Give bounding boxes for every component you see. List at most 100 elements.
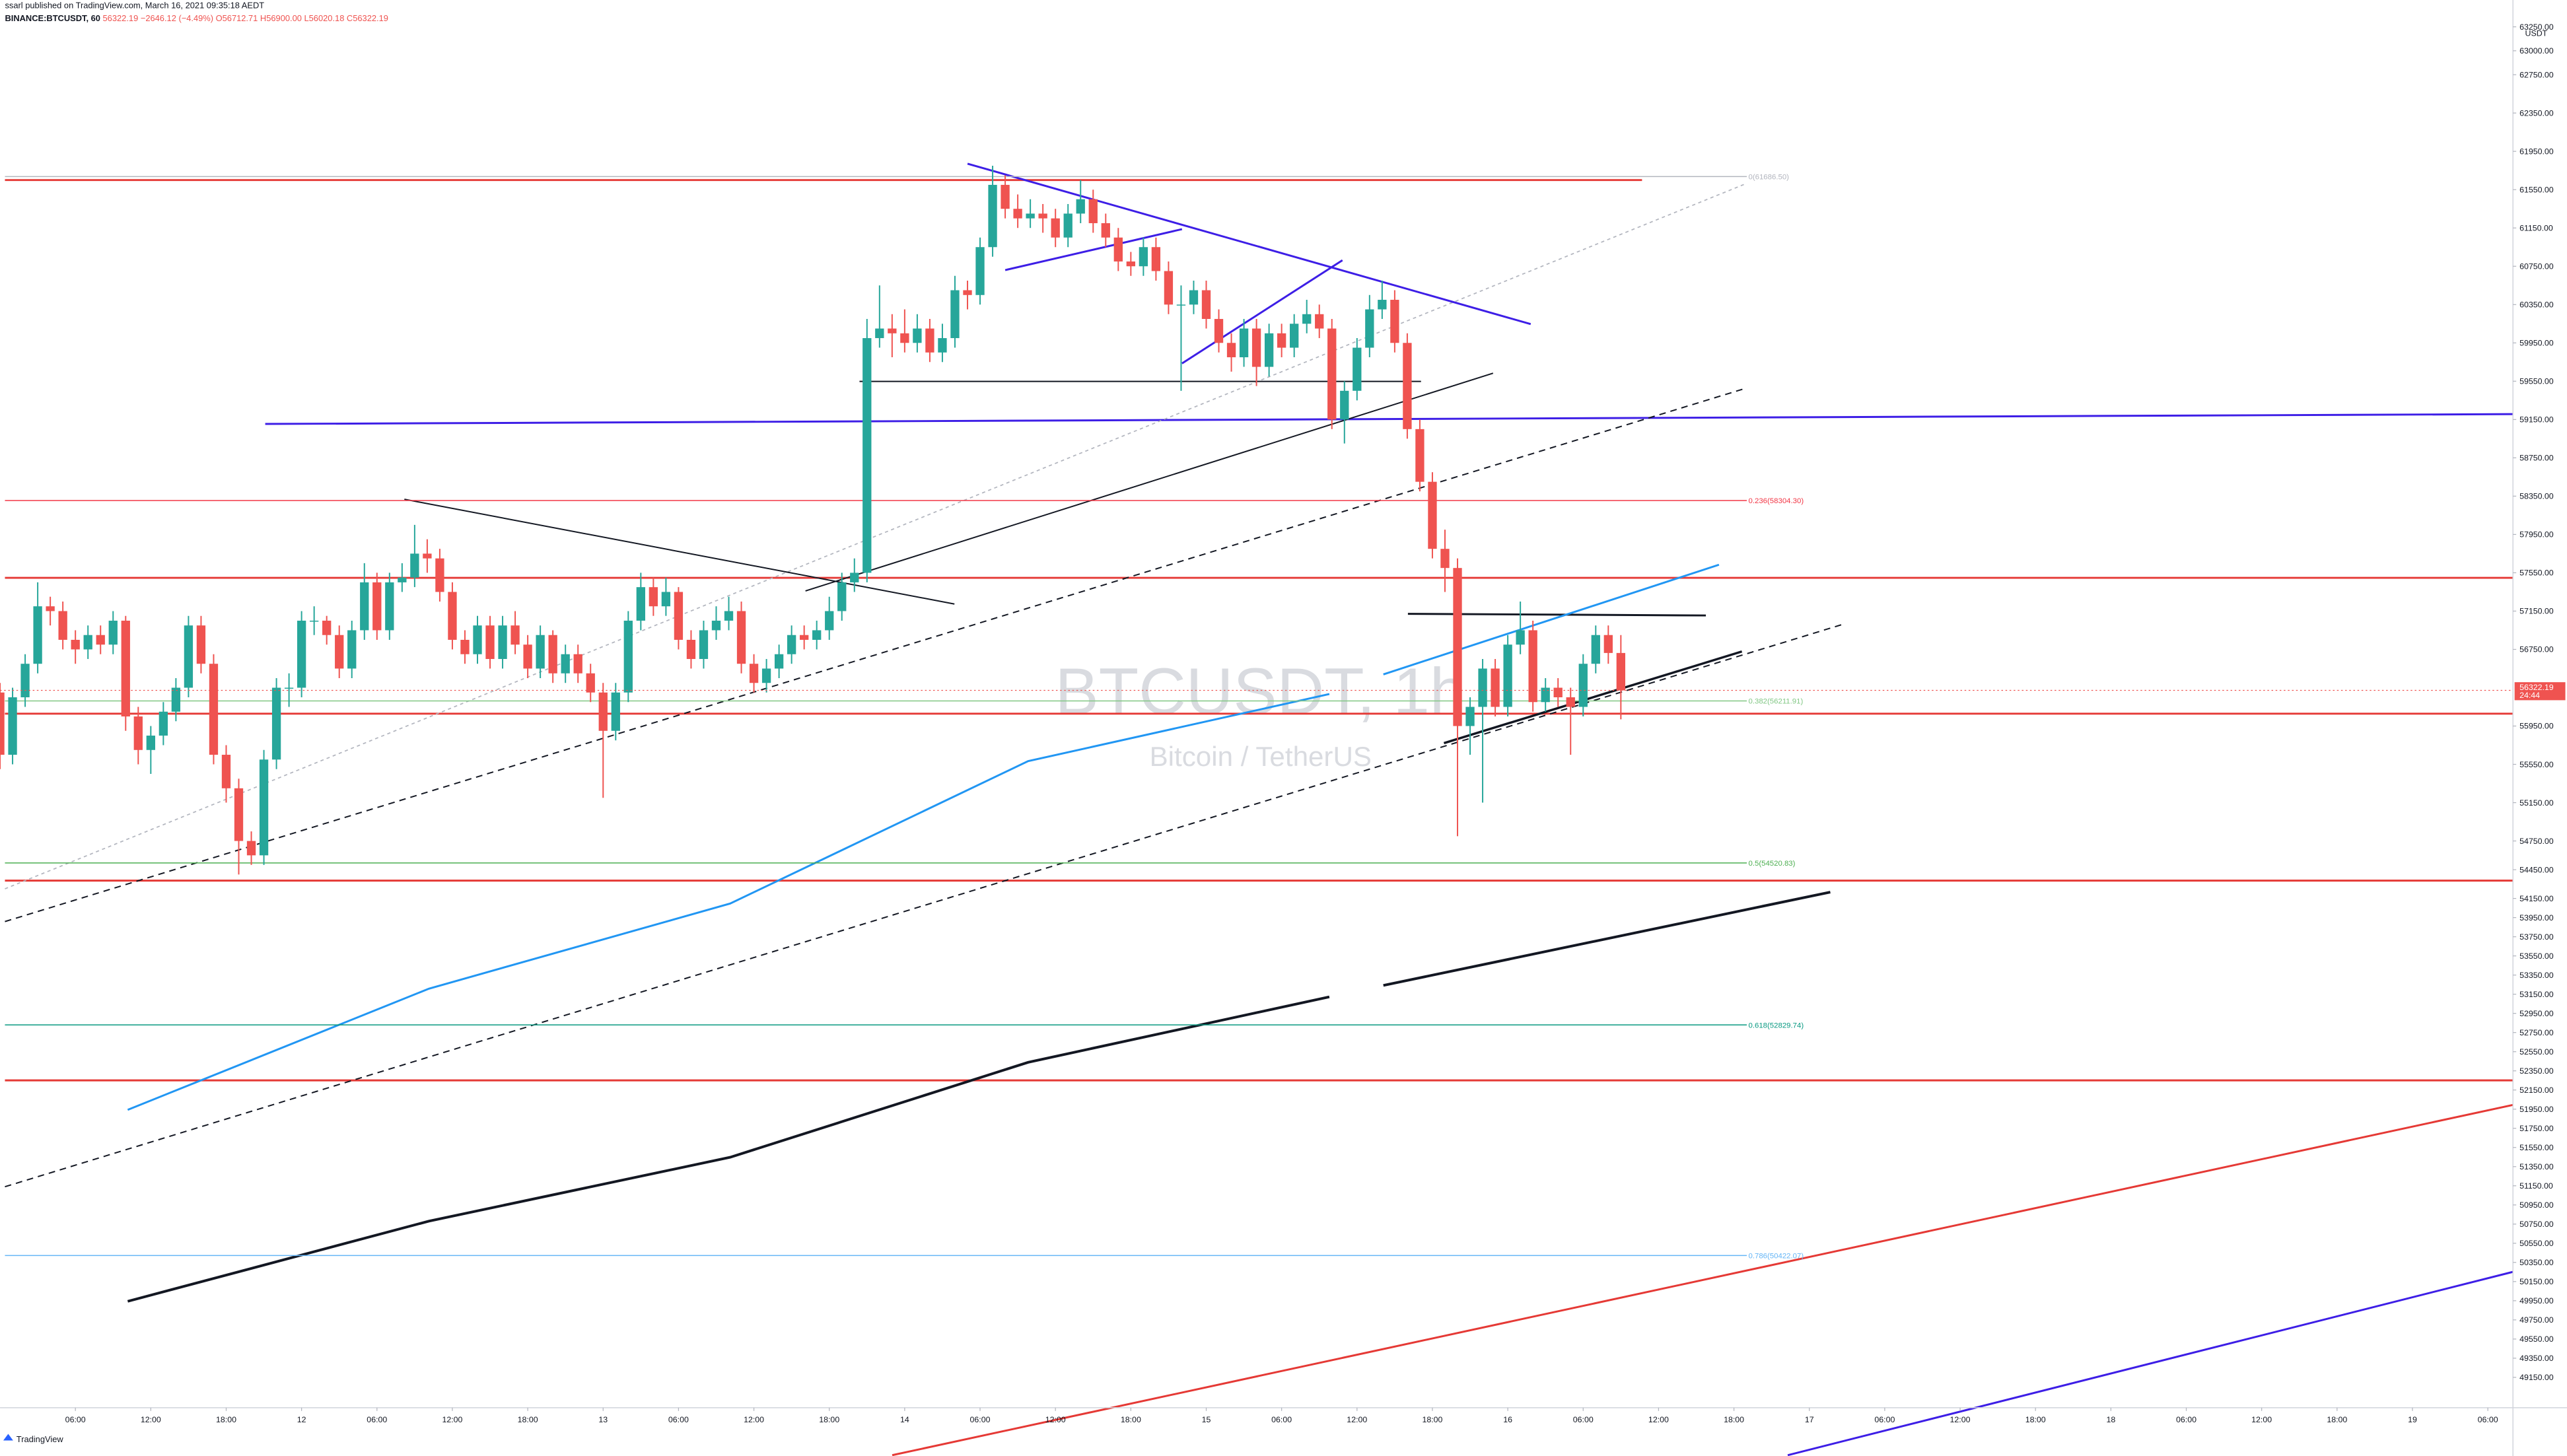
candle-body bbox=[271, 687, 281, 760]
logo: TradingView bbox=[3, 1434, 63, 1444]
countdown: 24:44 bbox=[2519, 691, 2540, 700]
trend-line bbox=[805, 372, 1494, 592]
candle-body bbox=[661, 592, 671, 607]
candle-body bbox=[423, 553, 432, 559]
y-tick-label: 49150.00 bbox=[2519, 1373, 2554, 1382]
candle-body bbox=[1591, 635, 1600, 664]
y-tick-label: 52550.00 bbox=[2519, 1047, 2554, 1057]
candle-body bbox=[1239, 328, 1249, 358]
logo-text: TradingView bbox=[17, 1434, 64, 1444]
x-tick-label: 06:00 bbox=[2176, 1415, 2197, 1424]
candle-body bbox=[1226, 343, 1236, 358]
projection-line bbox=[127, 995, 1330, 1303]
fib-trend bbox=[5, 182, 1747, 889]
y-tick-label: 55950.00 bbox=[2519, 722, 2554, 731]
candle-body bbox=[96, 635, 105, 645]
candle-body bbox=[586, 673, 595, 693]
candle-body bbox=[485, 625, 495, 659]
candle-body bbox=[1440, 549, 1450, 569]
ohlc: O56712.71 H56900.00 L56020.18 C56322.19 bbox=[216, 13, 388, 23]
candle-body bbox=[1340, 390, 1349, 420]
y-tick-label: 62350.00 bbox=[2519, 108, 2554, 118]
x-tick-label: 18:00 bbox=[518, 1415, 538, 1424]
last-price-label: 56322.19 bbox=[2519, 683, 2554, 692]
candle-body bbox=[611, 692, 620, 731]
x-tick-label: 06:00 bbox=[1573, 1415, 1594, 1424]
y-tick-label: 57550.00 bbox=[2519, 569, 2554, 578]
candle-body bbox=[536, 635, 545, 669]
candle-body bbox=[158, 711, 168, 736]
candle-body bbox=[1541, 687, 1550, 703]
candle-body bbox=[1403, 343, 1412, 429]
y-tick-label: 61150.00 bbox=[2519, 223, 2553, 232]
fib-label: 0.382(56211.91) bbox=[1749, 698, 1804, 706]
x-tick-label: 18:00 bbox=[216, 1415, 236, 1424]
candle-body bbox=[1063, 213, 1073, 238]
trend-line bbox=[404, 499, 955, 605]
x-tick-label: 12:00 bbox=[1045, 1415, 1066, 1424]
y-tick-label: 52150.00 bbox=[2519, 1086, 2554, 1095]
y-tick-label: 51950.00 bbox=[2519, 1105, 2554, 1114]
candle-body bbox=[1390, 300, 1399, 343]
candle-body bbox=[83, 635, 92, 650]
candle-body bbox=[1290, 324, 1299, 348]
candle-body bbox=[975, 247, 985, 295]
x-tick-label: 12:00 bbox=[1950, 1415, 1971, 1424]
x-tick-label: 18:00 bbox=[819, 1415, 839, 1424]
y-tick-label: 54150.00 bbox=[2519, 894, 2554, 903]
y-tick-label: 57950.00 bbox=[2519, 530, 2554, 539]
x-tick-label: 14 bbox=[900, 1415, 909, 1424]
y-tick-label: 51350.00 bbox=[2519, 1162, 2554, 1171]
candle-body bbox=[862, 338, 872, 573]
projection-line bbox=[1383, 563, 1720, 676]
x-tick-label: 12:00 bbox=[1648, 1415, 1669, 1424]
candle-body bbox=[1428, 481, 1437, 549]
candle-body bbox=[1151, 247, 1161, 271]
candle-body bbox=[598, 692, 608, 731]
candle-body bbox=[1327, 328, 1337, 420]
y-tick-label: 50150.00 bbox=[2519, 1277, 2554, 1286]
candle-body bbox=[724, 611, 734, 621]
candle-body bbox=[1378, 300, 1387, 310]
candle-body bbox=[850, 572, 859, 582]
candle-body bbox=[774, 654, 784, 669]
channel-line bbox=[5, 387, 1747, 922]
candle-body bbox=[234, 788, 244, 841]
y-tick-label: 52750.00 bbox=[2519, 1028, 2554, 1037]
candle-body bbox=[398, 577, 407, 582]
x-tick-label: 06:00 bbox=[65, 1415, 86, 1424]
trend-line bbox=[892, 1103, 2514, 1456]
candle-body bbox=[284, 687, 294, 689]
fib-label: 0.786(50422.07) bbox=[1749, 1253, 1804, 1261]
candle-body bbox=[360, 582, 369, 631]
candle-body bbox=[888, 328, 897, 333]
candle-body bbox=[171, 687, 181, 712]
range-bottom bbox=[1443, 650, 1743, 745]
watermark: BTCUSDT, 1h bbox=[1055, 655, 1467, 728]
candle-body bbox=[385, 582, 394, 631]
candle-body bbox=[58, 611, 67, 640]
y-tick-label: 51750.00 bbox=[2519, 1124, 2554, 1133]
candle-body bbox=[1415, 429, 1424, 482]
y-tick-label: 50750.00 bbox=[2519, 1220, 2554, 1229]
candle-body bbox=[913, 328, 922, 343]
x-tick-label: 12:00 bbox=[141, 1415, 161, 1424]
x-tick-label: 17 bbox=[1805, 1415, 1814, 1424]
x-tick-label: 06:00 bbox=[2478, 1415, 2498, 1424]
y-tick-label: 58750.00 bbox=[2519, 454, 2554, 463]
x-tick-label: 15 bbox=[1202, 1415, 1211, 1424]
candle-body bbox=[1503, 644, 1512, 707]
candle-body bbox=[1026, 213, 1035, 219]
x-tick-label: 12:00 bbox=[2251, 1415, 2272, 1424]
y-tick-label: 50950.00 bbox=[2519, 1200, 2554, 1210]
y-tick-label: 60750.00 bbox=[2519, 261, 2554, 271]
y-tick-label: 57150.00 bbox=[2519, 607, 2554, 616]
candle-body bbox=[1528, 630, 1537, 703]
candle-body bbox=[448, 592, 457, 640]
candle-body bbox=[1013, 209, 1022, 219]
candle-body bbox=[1214, 319, 1224, 343]
candle-body bbox=[812, 630, 822, 640]
candle-body bbox=[686, 639, 696, 659]
y-tick-label: 53750.00 bbox=[2519, 932, 2554, 942]
